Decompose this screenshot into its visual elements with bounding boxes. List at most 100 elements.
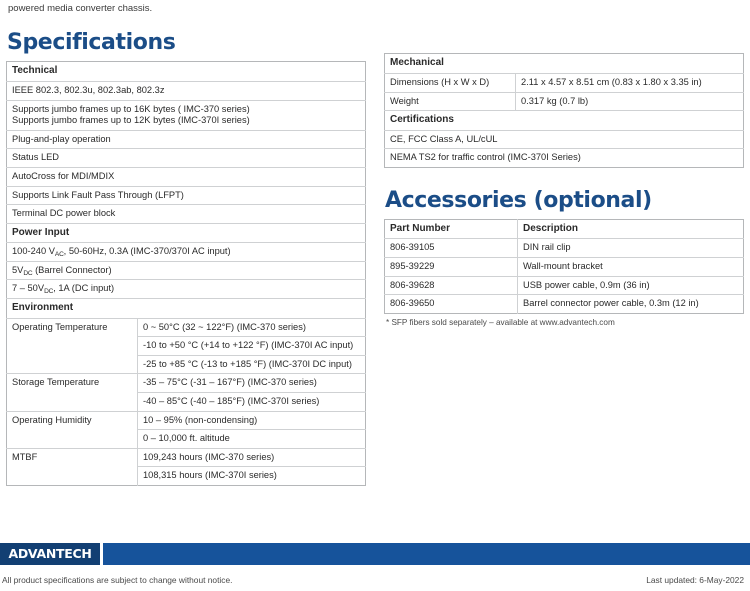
specifications-table: Technical IEEE 802.3, 802.3u, 802.3ab, 8… xyxy=(6,61,366,487)
accessories-part-1: 895-39229 xyxy=(384,256,518,277)
table-row: 895-39229 Wall-mount bracket xyxy=(384,256,744,277)
table-row: Terminal DC power block xyxy=(6,204,366,224)
table-row: Technical xyxy=(7,62,366,82)
section-header-environment: Environment xyxy=(6,298,366,319)
table-row: 806-39628 USB power cable, 0.9m (36 in) xyxy=(384,275,744,295)
table-row: -10 to +50 °C (+14 to +122 °F) (IMC-370I… xyxy=(7,336,366,356)
table-row: CE, FCC Class A, UL/cUL xyxy=(384,129,744,149)
table-row: 806-39650 Barrel connector power cable, … xyxy=(384,294,744,314)
accessories-desc-0: DIN rail clip xyxy=(517,238,744,258)
env-value-operating-humidity-1: 0 – 10,000 ft. altitude xyxy=(137,429,366,449)
env-value-storage-temperature-1: -40 – 85°C (-40 – 185°F) (IMC-370I serie… xyxy=(137,392,366,412)
table-row: NEMA TS2 for traffic control (IMC-370I S… xyxy=(384,148,744,168)
power-input-row-0-pre: 100-240 V xyxy=(12,246,55,257)
section-header-power-input: Power Input xyxy=(6,222,366,243)
mechanical-label-weight: Weight xyxy=(384,91,516,111)
mechanical-certifications-table: Mechanical Dimensions (H x W x D) 2.11 x… xyxy=(384,53,744,168)
left-column: Specifications Technical IEEE 802.3, 802… xyxy=(6,16,366,487)
table-row: 100-240 VAC, 50-60Hz, 0.3A (IMC-370/370I… xyxy=(6,242,366,262)
technical-row-2: Plug-and-play operation xyxy=(6,129,366,149)
technical-row-0: IEEE 802.3, 802.3u, 802.3ab, 802.3z xyxy=(6,80,366,100)
mechanical-value-weight: 0.317 kg (0.7 lb) xyxy=(515,91,744,111)
power-input-row-1-pre: 5V xyxy=(12,264,24,275)
logo-text: ADVANTECH xyxy=(8,545,92,561)
env-value-operating-temperature-1: -10 to +50 °C (+14 to +122 °F) (IMC-370I… xyxy=(137,336,366,356)
power-input-row-0-sub: AC xyxy=(54,251,64,259)
env-value-operating-temperature-0: 0 ~ 50°C (32 ~ 122°F) (IMC-370 series) xyxy=(137,317,366,337)
page-title: Specifications xyxy=(7,30,176,56)
section-header-certifications: Certifications xyxy=(384,110,744,131)
accessories-title: Accessories (optional) xyxy=(385,187,652,213)
accessories-part-2: 806-39628 xyxy=(384,275,518,295)
footer-text-row: All product specifications are subject t… xyxy=(0,575,750,585)
accessories-footnote: * SFP fibers sold separately – available… xyxy=(386,317,615,327)
accessories-part-0: 806-39105 xyxy=(384,238,518,258)
advantech-logo: ADVANTECH xyxy=(0,543,100,565)
env-value-mtbf-0: 109,243 hours (IMC-370 series) xyxy=(137,447,366,467)
accessories-desc-3: Barrel connector power cable, 0.3m (12 i… xyxy=(517,294,744,314)
accessories-table: Part Number Description 806-39105 DIN ra… xyxy=(384,218,744,314)
technical-row-1: Supports jumbo frames up to 16K bytes ( … xyxy=(6,99,366,131)
power-input-row-2-sub: DC xyxy=(44,288,54,296)
logo-separator xyxy=(100,543,103,565)
footer-fill xyxy=(103,543,750,565)
mechanical-label-dimensions: Dimensions (H x W x D) xyxy=(384,72,516,92)
table-row: MTBF 109,243 hours (IMC-370 series) xyxy=(6,447,366,486)
table-row: 0 – 10,000 ft. altitude xyxy=(7,429,366,449)
table-row: 108,315 hours (IMC-370I series) xyxy=(7,466,366,486)
technical-row-1-line-0: Supports jumbo frames up to 16K bytes ( … xyxy=(12,103,250,114)
two-column-layout: Specifications Technical IEEE 802.3, 802… xyxy=(6,14,744,487)
mechanical-value-dimensions: 2.11 x 4.57 x 8.51 cm (0.83 x 1.80 x 3.3… xyxy=(515,72,744,92)
table-row: Supports jumbo frames up to 16K bytes ( … xyxy=(6,99,366,131)
technical-row-6: Terminal DC power block xyxy=(6,204,366,224)
table-row: Operating Temperature 0 ~ 50°C (32 ~ 122… xyxy=(6,317,366,374)
certifications-row-0: CE, FCC Class A, UL/cUL xyxy=(384,129,744,149)
table-header-row: Part Number Description xyxy=(384,219,744,239)
env-value-storage-temperature-0: -35 – 75°C (-31 – 167°F) (IMC-370 series… xyxy=(137,373,366,393)
accessories-desc-2: USB power cable, 0.9m (36 in) xyxy=(517,275,744,295)
certifications-row-1: NEMA TS2 for traffic control (IMC-370I S… xyxy=(384,148,744,168)
technical-row-3: Status LED xyxy=(6,148,366,168)
footer-disclaimer: All product specifications are subject t… xyxy=(2,575,233,585)
table-row: -25 to +85 °C (-13 to +185 °F) (IMC-370I… xyxy=(7,354,366,374)
power-input-row-0-post: , 50-60Hz, 0.3A (IMC-370/370I AC input) xyxy=(63,246,231,257)
table-row: Plug-and-play operation xyxy=(6,129,366,149)
table-row: AutoCross for MDI/MDIX xyxy=(6,166,366,187)
section-header-mechanical: Mechanical xyxy=(390,57,444,69)
table-row: Certifications xyxy=(384,110,744,131)
section-header-technical: Technical xyxy=(12,65,58,77)
accessories-part-3: 806-39650 xyxy=(384,294,518,314)
table-row: Status LED xyxy=(6,148,366,168)
table-row: Weight 0.317 kg (0.7 lb) xyxy=(384,91,744,111)
power-input-row-1-post: (Barrel Connector) xyxy=(32,264,112,275)
footer-last-updated: Last updated: 6-May-2022 xyxy=(646,575,744,585)
table-row: 7 – 50VDC, 1A (DC input) xyxy=(6,279,366,299)
env-value-operating-temperature-2: -25 to +85 °C (-13 to +185 °F) (IMC-370I… xyxy=(137,354,366,374)
power-input-row-2: 7 – 50VDC, 1A (DC input) xyxy=(6,279,366,299)
table-row: Dimensions (H x W x D) 2.11 x 4.57 x 8.5… xyxy=(384,72,744,92)
footer-bar: ADVANTECH xyxy=(0,543,750,565)
table-row: Mechanical xyxy=(385,54,744,74)
table-row: 5VDC (Barrel Connector) xyxy=(6,260,366,280)
accessories-column-description: Description xyxy=(523,222,579,234)
table-row: -40 – 85°C (-40 – 185°F) (IMC-370I serie… xyxy=(7,392,366,412)
accessories-desc-1: Wall-mount bracket xyxy=(517,256,744,277)
power-input-row-2-pre: 7 – 50V xyxy=(12,283,45,294)
env-value-mtbf-1: 108,315 hours (IMC-370I series) xyxy=(137,466,366,486)
table-row: Environment xyxy=(6,298,366,319)
intro-paragraph: powered media converter chassis. xyxy=(8,3,153,14)
accessories-column-part-number: Part Number xyxy=(384,219,518,239)
env-label-storage-temperature: Storage Temperature xyxy=(6,373,138,412)
table-row: 806-39105 DIN rail clip xyxy=(384,238,744,258)
technical-row-5: Supports Link Fault Pass Through (LFPT) xyxy=(6,185,366,205)
right-column: Mechanical Dimensions (H x W x D) 2.11 x… xyxy=(384,16,744,327)
env-label-mtbf: MTBF xyxy=(6,447,138,486)
technical-row-1-line-1: Supports jumbo frames up to 12K bytes (I… xyxy=(12,115,250,126)
table-row: IEEE 802.3, 802.3u, 802.3ab, 802.3z xyxy=(6,80,366,100)
table-row: Power Input xyxy=(6,222,366,243)
table-row: Supports Link Fault Pass Through (LFPT) xyxy=(6,185,366,205)
power-input-row-2-post: , 1A (DC input) xyxy=(53,283,115,294)
power-input-row-1: 5VDC (Barrel Connector) xyxy=(6,260,366,280)
table-row: Storage Temperature -35 – 75°C (-31 – 16… xyxy=(6,373,366,412)
